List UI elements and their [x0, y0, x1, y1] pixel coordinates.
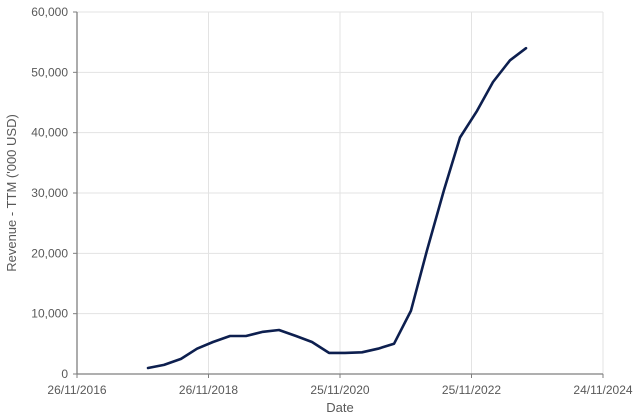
x-tick-label: 26/11/2018: [179, 383, 238, 397]
x-tick-label: 25/11/2020: [310, 383, 369, 397]
x-axis-title: Date: [326, 400, 353, 415]
x-tick-label: 26/11/2016: [47, 383, 106, 397]
y-tick-label: 10,000: [31, 307, 68, 321]
y-tick-label: 30,000: [31, 186, 68, 200]
y-tick-label: 20,000: [31, 246, 68, 260]
x-tick-label: 25/11/2022: [442, 383, 501, 397]
y-tick-label: 0: [61, 367, 68, 381]
x-axis-ticks: 26/11/2016 26/11/2018 25/11/2020 25/11/2022…: [47, 374, 633, 397]
y-axis-ticks: 0 10,000 20,000 30,000 40,000 50,000 60,000: [31, 5, 77, 381]
y-tick-label: 40,000: [31, 126, 68, 140]
y-tick-label: 50,000: [31, 65, 68, 79]
x-tick-label: 24/11/2024: [573, 383, 632, 397]
y-tick-label: 60,000: [31, 5, 68, 19]
gridlines: [77, 11, 604, 374]
revenue-series-line: [146, 46, 528, 370]
y-axis-title: Revenue - TTM ('000 USD): [4, 114, 19, 272]
